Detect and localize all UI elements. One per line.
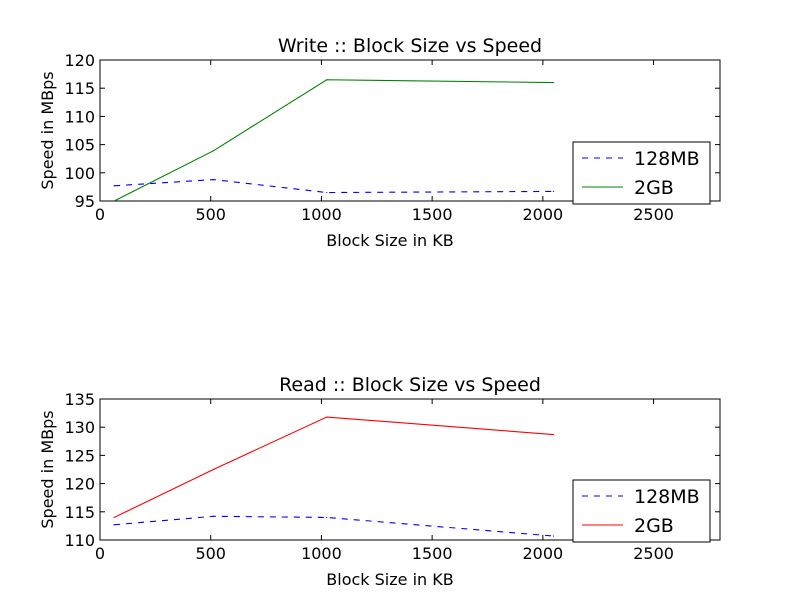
legend-label: 128MB <box>634 486 700 508</box>
legend-label: 2GB <box>634 177 674 199</box>
data-point-128mb <box>552 190 555 193</box>
data-point-128mb <box>212 515 214 517</box>
x-tick-label: 1000 <box>301 205 342 224</box>
y-tick-label: 130 <box>64 418 95 437</box>
y-tick-label: 115 <box>64 79 95 98</box>
legend-box <box>572 141 711 205</box>
x-tick-label: 2000 <box>522 544 563 563</box>
data-point-2gb <box>212 150 214 152</box>
data-point-2gb <box>113 200 115 201</box>
series-line-128mb <box>114 515 554 537</box>
x-tick-label: 500 <box>195 205 226 224</box>
y-tick-label: 100 <box>64 164 95 183</box>
y-tick-label: 120 <box>64 51 95 70</box>
y-tick-label: 125 <box>64 446 95 465</box>
series-line-128mb <box>114 179 554 194</box>
legend-label: 2GB <box>634 515 674 537</box>
y-tick-label: 110 <box>64 531 95 550</box>
legend: 128MB 2GB <box>572 141 711 205</box>
y-tick-label: 95 <box>75 192 95 211</box>
data-point-128mb <box>212 178 214 181</box>
x-tick-label: 1000 <box>301 544 342 563</box>
y-tick-label: 110 <box>64 107 95 126</box>
y-tick-label: 135 <box>64 390 95 409</box>
x-tick-label: 500 <box>195 544 226 563</box>
data-point-2gb <box>326 416 328 418</box>
y-tick-label: 115 <box>64 503 95 522</box>
data-point-2gb <box>212 468 214 471</box>
x-tick-label: 2000 <box>522 205 563 224</box>
data-point-128mb <box>326 516 328 519</box>
series-line-2gb <box>113 416 554 518</box>
data-point-2gb <box>552 81 555 84</box>
x-tick-label: 1500 <box>412 544 453 563</box>
x-axis-label: Block Size in KB <box>326 231 453 250</box>
data-point-2gb <box>552 433 555 436</box>
y-axis-label: Speed in MBps <box>38 71 57 189</box>
y-tick-label: 105 <box>64 136 95 155</box>
chart-title: Read :: Block Size vs Speed <box>279 374 541 396</box>
data-point-128mb <box>326 191 328 194</box>
x-tick-label: 2500 <box>633 205 674 224</box>
series-line-2gb <box>113 79 554 201</box>
x-tick-label: 2500 <box>633 544 674 563</box>
data-point-2gb <box>326 79 328 81</box>
x-axis-label: Block Size in KB <box>326 570 453 589</box>
legend-box <box>572 479 711 543</box>
chart-title: Write :: Block Size vs Speed <box>278 35 542 57</box>
x-tick-label: 0 <box>95 205 105 224</box>
data-point-128mb <box>552 535 555 537</box>
legend: 128MB 2GB <box>572 479 711 543</box>
data-point-128mb <box>113 524 115 526</box>
y-axis-label: Speed in MBps <box>38 410 57 528</box>
x-tick-label: 1500 <box>412 205 453 224</box>
legend-label: 128MB <box>634 148 700 170</box>
data-point-2gb <box>113 516 115 519</box>
data-point-128mb <box>113 185 115 187</box>
x-tick-label: 0 <box>95 544 105 563</box>
y-tick-label: 120 <box>64 475 95 494</box>
